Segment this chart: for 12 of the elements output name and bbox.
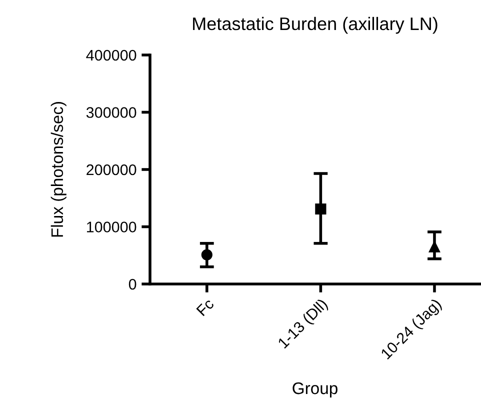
y-tick-label: 400000: [86, 50, 136, 61]
y-tick-label: 200000: [86, 164, 136, 176]
y-tick-label: 100000: [86, 222, 136, 232]
point: [315, 203, 326, 215]
y-tick-label: 0: [128, 278, 136, 290]
y-tick-label: 300000: [86, 107, 136, 118]
x-axis-title: Group: [292, 382, 338, 398]
point: [201, 249, 212, 260]
point: [428, 241, 440, 252]
x-tick-label: Fc: [196, 298, 215, 316]
chart-title: Metastatic Burden (axillary LN): [193, 16, 438, 34]
y-axis-title: Flux (photons/sec): [50, 102, 66, 237]
